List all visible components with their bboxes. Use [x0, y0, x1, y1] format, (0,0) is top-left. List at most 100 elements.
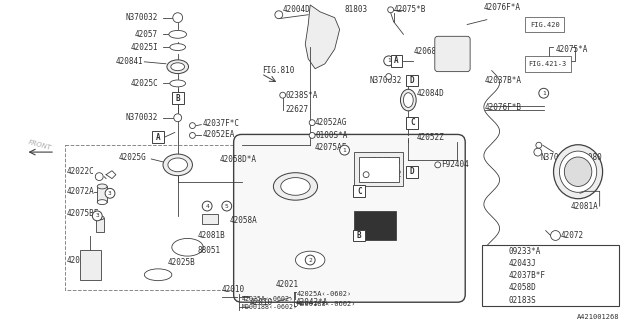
Circle shape	[363, 172, 369, 178]
Text: M000188‹-0602›: M000188‹-0602›	[296, 301, 356, 307]
Text: 42037B*A: 42037B*A	[485, 76, 522, 85]
Text: 42043*B: 42043*B	[369, 157, 401, 166]
Circle shape	[539, 88, 548, 98]
Text: 42058D*A: 42058D*A	[220, 156, 257, 164]
FancyBboxPatch shape	[234, 134, 465, 302]
Text: 42075*B: 42075*B	[394, 5, 426, 14]
Bar	[152, 132, 164, 143]
Text: 81803: 81803	[344, 5, 367, 14]
Circle shape	[386, 74, 392, 79]
Circle shape	[173, 13, 182, 23]
Text: 42075AF: 42075AF	[315, 143, 348, 152]
Text: 42043J: 42043J	[508, 259, 536, 268]
Circle shape	[275, 11, 283, 19]
Text: A: A	[394, 56, 399, 65]
Text: 420080: 420080	[575, 153, 603, 162]
Bar	[355, 211, 396, 240]
Text: 42084I: 42084I	[116, 57, 143, 66]
Text: 42058D: 42058D	[508, 284, 536, 292]
Ellipse shape	[401, 89, 416, 111]
Text: 42043*A: 42043*A	[296, 298, 328, 307]
Text: N370032: N370032	[125, 13, 158, 22]
Bar	[406, 166, 418, 178]
Text: 2: 2	[308, 258, 312, 262]
Text: N370032: N370032	[541, 153, 573, 162]
Circle shape	[105, 188, 115, 198]
Text: 42022: 42022	[67, 256, 90, 265]
Text: A: A	[156, 133, 161, 142]
Text: 42025B: 42025B	[168, 259, 196, 268]
Circle shape	[488, 296, 497, 305]
Circle shape	[222, 201, 232, 211]
Text: 3: 3	[108, 191, 112, 196]
Text: 5: 5	[491, 298, 495, 303]
Text: C: C	[357, 187, 362, 196]
Ellipse shape	[171, 63, 184, 71]
Bar	[359, 157, 399, 181]
Text: 42025G: 42025G	[119, 153, 147, 162]
Bar	[390, 55, 403, 67]
Circle shape	[534, 148, 542, 156]
Text: 42025C: 42025C	[131, 79, 158, 88]
Circle shape	[305, 255, 315, 265]
Text: D: D	[410, 76, 415, 85]
Text: 3: 3	[491, 273, 495, 278]
Ellipse shape	[296, 251, 325, 269]
Ellipse shape	[172, 238, 204, 256]
Bar	[353, 186, 365, 197]
Circle shape	[488, 259, 497, 268]
Text: 42021: 42021	[276, 280, 299, 289]
Text: 42010: 42010	[250, 298, 273, 307]
Circle shape	[488, 271, 497, 280]
Text: 42072A: 42072A	[67, 187, 95, 196]
Text: 42075BF: 42075BF	[67, 209, 99, 219]
Bar	[96, 218, 104, 232]
Text: 42052AG: 42052AG	[315, 118, 348, 127]
Text: 42022C: 42022C	[67, 167, 95, 176]
Ellipse shape	[167, 60, 189, 74]
Text: D: D	[410, 167, 415, 176]
Ellipse shape	[564, 157, 592, 187]
Bar	[202, 214, 218, 224]
Circle shape	[95, 173, 103, 180]
Bar	[482, 245, 620, 306]
Ellipse shape	[273, 173, 317, 200]
Text: N370032: N370032	[369, 76, 401, 85]
Text: 5: 5	[225, 204, 228, 209]
Ellipse shape	[168, 158, 188, 172]
Bar	[65, 145, 320, 291]
Text: 42037B*F: 42037B*F	[508, 271, 545, 280]
Ellipse shape	[97, 184, 107, 189]
Ellipse shape	[403, 93, 413, 108]
Bar	[355, 152, 403, 187]
Text: 42010: 42010	[222, 285, 245, 294]
Text: C: C	[410, 118, 415, 127]
Circle shape	[488, 284, 497, 292]
Ellipse shape	[170, 44, 186, 51]
Text: 0100S*A: 0100S*A	[315, 131, 348, 140]
Text: 1: 1	[491, 249, 495, 254]
Text: 4: 4	[491, 285, 495, 290]
Circle shape	[309, 120, 315, 126]
Circle shape	[340, 145, 349, 155]
Text: 42052Z: 42052Z	[416, 133, 444, 142]
Text: 2: 2	[491, 261, 495, 266]
Circle shape	[536, 142, 542, 148]
Text: B: B	[357, 231, 362, 240]
Text: 42052EA: 42052EA	[202, 130, 235, 139]
Text: 42025A‹-0602›: 42025A‹-0602›	[296, 292, 352, 297]
Ellipse shape	[169, 30, 186, 38]
Text: N370032: N370032	[125, 113, 158, 122]
FancyBboxPatch shape	[525, 17, 564, 32]
Circle shape	[174, 114, 182, 122]
Text: 42081A: 42081A	[570, 202, 598, 211]
Circle shape	[280, 92, 285, 98]
Text: FIG.810: FIG.810	[262, 66, 294, 75]
Text: 1: 1	[342, 148, 346, 153]
Text: 42081B: 42081B	[197, 231, 225, 240]
Text: 0238S*A: 0238S*A	[285, 91, 318, 100]
Text: 88051: 88051	[197, 246, 220, 255]
Text: B: B	[175, 94, 180, 103]
Circle shape	[488, 247, 497, 256]
Circle shape	[189, 123, 195, 129]
